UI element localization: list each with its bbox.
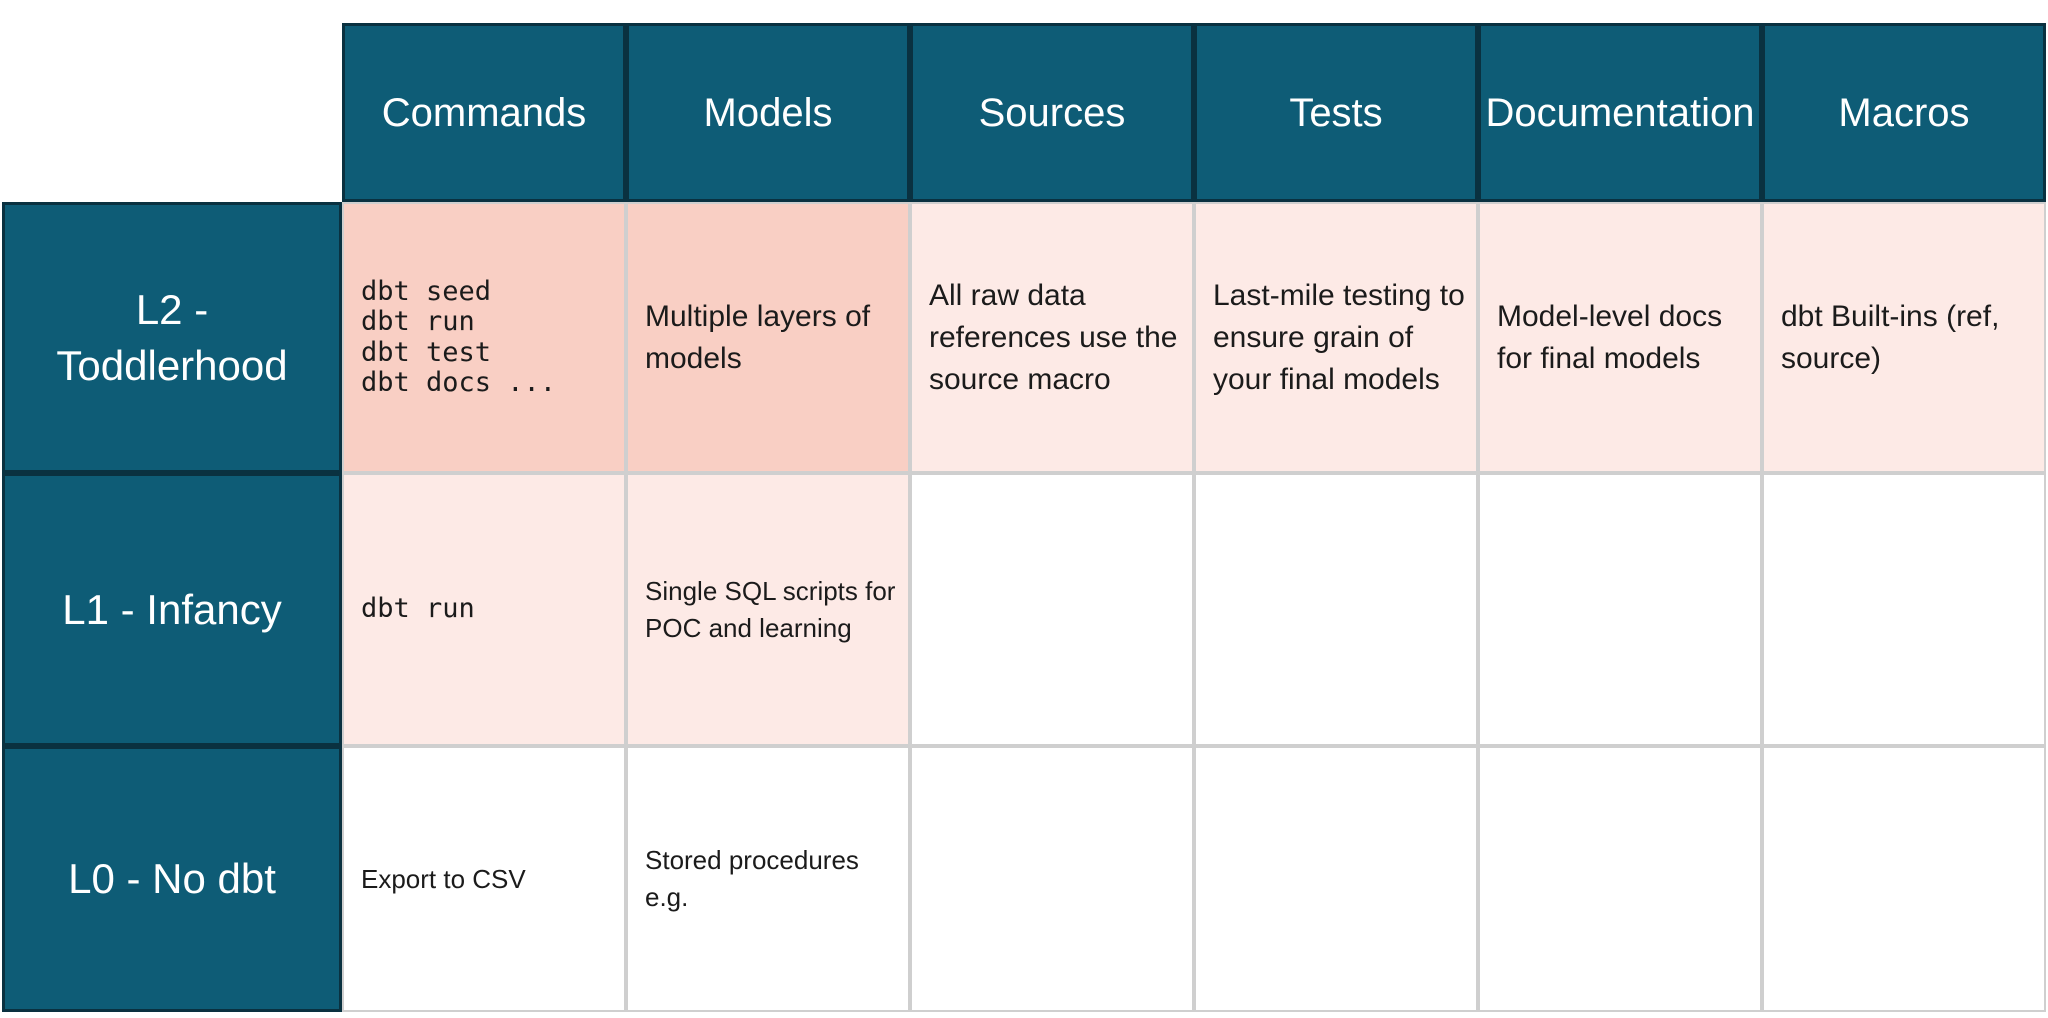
- cell-l2-sources: All raw data references use the source m…: [910, 202, 1194, 473]
- cell-l1-documentation: [1478, 473, 1762, 746]
- cell-l1-tests: [1194, 473, 1478, 746]
- cell-l2-commands: dbt seed dbt run dbt test dbt docs ...: [342, 202, 626, 473]
- cell-l1-commands: dbt run: [342, 473, 626, 746]
- column-header-macros: Macros: [1762, 23, 2046, 202]
- cell-l0-sources: [910, 746, 1194, 1012]
- cell-l2-models: Multiple layers of models: [626, 202, 910, 473]
- dbt-maturity-table: Commands Models Sources Tests Documentat…: [2, 23, 2046, 1012]
- column-header-models: Models: [626, 23, 910, 202]
- cell-l1-macros: [1762, 473, 2046, 746]
- column-header-documentation: Documentation: [1478, 23, 1762, 202]
- cell-l1-sources: [910, 473, 1194, 746]
- cell-l0-documentation: [1478, 746, 1762, 1012]
- cell-l2-tests: Last-mile testing to ensure grain of you…: [1194, 202, 1478, 473]
- cell-l0-commands: Export to CSV: [342, 746, 626, 1012]
- column-header-commands: Commands: [342, 23, 626, 202]
- column-header-sources: Sources: [910, 23, 1194, 202]
- column-header-tests: Tests: [1194, 23, 1478, 202]
- cell-l0-models: Stored procedures e.g.: [626, 746, 910, 1012]
- cell-l2-macros: dbt Built-ins (ref, source): [1762, 202, 2046, 473]
- row-header-l2-toddlerhood: L2 - Toddlerhood: [2, 202, 342, 473]
- cell-l0-macros: [1762, 746, 2046, 1012]
- row-header-l0-no-dbt: L0 - No dbt: [2, 746, 342, 1012]
- row-header-l1-infancy: L1 - Infancy: [2, 473, 342, 746]
- cell-l0-tests: [1194, 746, 1478, 1012]
- cell-l2-documentation: Model-level docs for final models: [1478, 202, 1762, 473]
- cell-l1-models: Single SQL scripts for POC and learning: [626, 473, 910, 746]
- corner-spacer: [2, 23, 342, 202]
